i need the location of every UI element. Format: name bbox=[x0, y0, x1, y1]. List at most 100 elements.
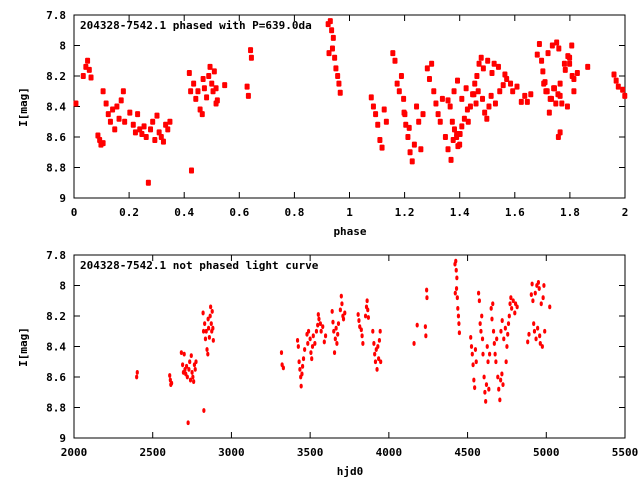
data-point bbox=[447, 103, 453, 110]
data-point bbox=[431, 88, 437, 95]
data-point bbox=[85, 57, 91, 64]
data-point bbox=[540, 344, 544, 349]
data-point bbox=[539, 301, 543, 307]
y-tick-label: 8.2 bbox=[46, 70, 66, 83]
data-point bbox=[370, 103, 376, 110]
data-point bbox=[429, 60, 435, 67]
data-point bbox=[105, 111, 111, 118]
data-point bbox=[474, 73, 480, 79]
data-point bbox=[401, 95, 407, 102]
data-point bbox=[488, 351, 492, 357]
data-point bbox=[334, 325, 338, 331]
data-point bbox=[414, 103, 420, 110]
data-point bbox=[484, 382, 489, 388]
data-point bbox=[209, 321, 213, 327]
data-point bbox=[435, 111, 441, 118]
data-point bbox=[407, 149, 413, 156]
data-point bbox=[181, 362, 185, 368]
data-point bbox=[321, 324, 325, 330]
data-point bbox=[522, 92, 528, 99]
data-point bbox=[143, 134, 149, 140]
data-point bbox=[329, 45, 335, 52]
data-point bbox=[337, 89, 343, 96]
data-point bbox=[448, 156, 454, 163]
data-point bbox=[203, 336, 208, 342]
data-point bbox=[184, 363, 189, 369]
data-point bbox=[411, 141, 417, 148]
data-point bbox=[445, 97, 451, 104]
data-point bbox=[141, 123, 147, 130]
data-point bbox=[485, 344, 489, 349]
data-point bbox=[313, 341, 317, 346]
data-point bbox=[200, 76, 206, 83]
data-point bbox=[467, 103, 473, 110]
x-tick-label: 0.6 bbox=[229, 206, 249, 219]
data-point bbox=[373, 359, 378, 365]
data-point bbox=[538, 333, 542, 339]
data-point bbox=[206, 351, 210, 357]
data-point bbox=[371, 328, 375, 334]
data-point bbox=[201, 85, 207, 92]
data-point bbox=[107, 118, 113, 125]
data-point bbox=[110, 106, 116, 113]
data-point bbox=[377, 338, 382, 343]
data-point bbox=[528, 91, 534, 98]
data-point bbox=[195, 88, 201, 95]
data-point bbox=[442, 134, 448, 140]
data-point bbox=[484, 399, 488, 404]
data-point bbox=[373, 111, 379, 118]
y-tick-label: 7.8 bbox=[46, 9, 66, 22]
data-point bbox=[185, 374, 189, 380]
data-point bbox=[150, 118, 156, 125]
data-point bbox=[309, 350, 313, 355]
data-point bbox=[453, 290, 457, 296]
data-point bbox=[506, 321, 511, 327]
data-point bbox=[478, 54, 484, 61]
data-point bbox=[145, 179, 151, 186]
data-point bbox=[211, 68, 217, 75]
data-point bbox=[482, 374, 486, 380]
data-point bbox=[503, 325, 507, 331]
data-point bbox=[548, 304, 552, 310]
data-point bbox=[620, 86, 626, 93]
data-point bbox=[449, 118, 455, 125]
data-point bbox=[571, 76, 577, 83]
data-point bbox=[103, 100, 109, 107]
data-point bbox=[445, 146, 451, 153]
data-point bbox=[531, 298, 535, 304]
data-point bbox=[398, 73, 404, 79]
data-point bbox=[451, 126, 457, 133]
data-point bbox=[433, 100, 439, 107]
data-point bbox=[481, 351, 485, 357]
data-point bbox=[330, 34, 336, 41]
data-point bbox=[425, 295, 429, 301]
data-point bbox=[118, 97, 124, 104]
data-point bbox=[322, 339, 326, 345]
data-point bbox=[526, 339, 530, 345]
data-point bbox=[412, 341, 416, 346]
x-tick-label: 2500 bbox=[139, 446, 166, 459]
data-point bbox=[310, 356, 314, 362]
data-point bbox=[335, 73, 341, 79]
data-point bbox=[341, 316, 346, 322]
data-point bbox=[547, 95, 553, 102]
data-point bbox=[199, 111, 205, 118]
data-point bbox=[557, 129, 563, 136]
data-point bbox=[530, 281, 534, 287]
y-tick-label: 8.6 bbox=[46, 371, 66, 384]
data-point bbox=[405, 134, 411, 140]
data-point bbox=[454, 130, 460, 137]
data-point bbox=[211, 325, 215, 331]
data-point bbox=[418, 146, 424, 153]
data-point bbox=[188, 167, 194, 174]
y-tick-label: 8.4 bbox=[46, 341, 66, 354]
data-point bbox=[297, 359, 301, 365]
data-point bbox=[191, 80, 197, 87]
data-point bbox=[472, 377, 476, 383]
data-point bbox=[480, 336, 485, 342]
data-point bbox=[377, 356, 381, 362]
data-point bbox=[552, 85, 558, 92]
data-point bbox=[327, 18, 333, 25]
data-point bbox=[406, 124, 412, 131]
data-point bbox=[469, 344, 474, 349]
